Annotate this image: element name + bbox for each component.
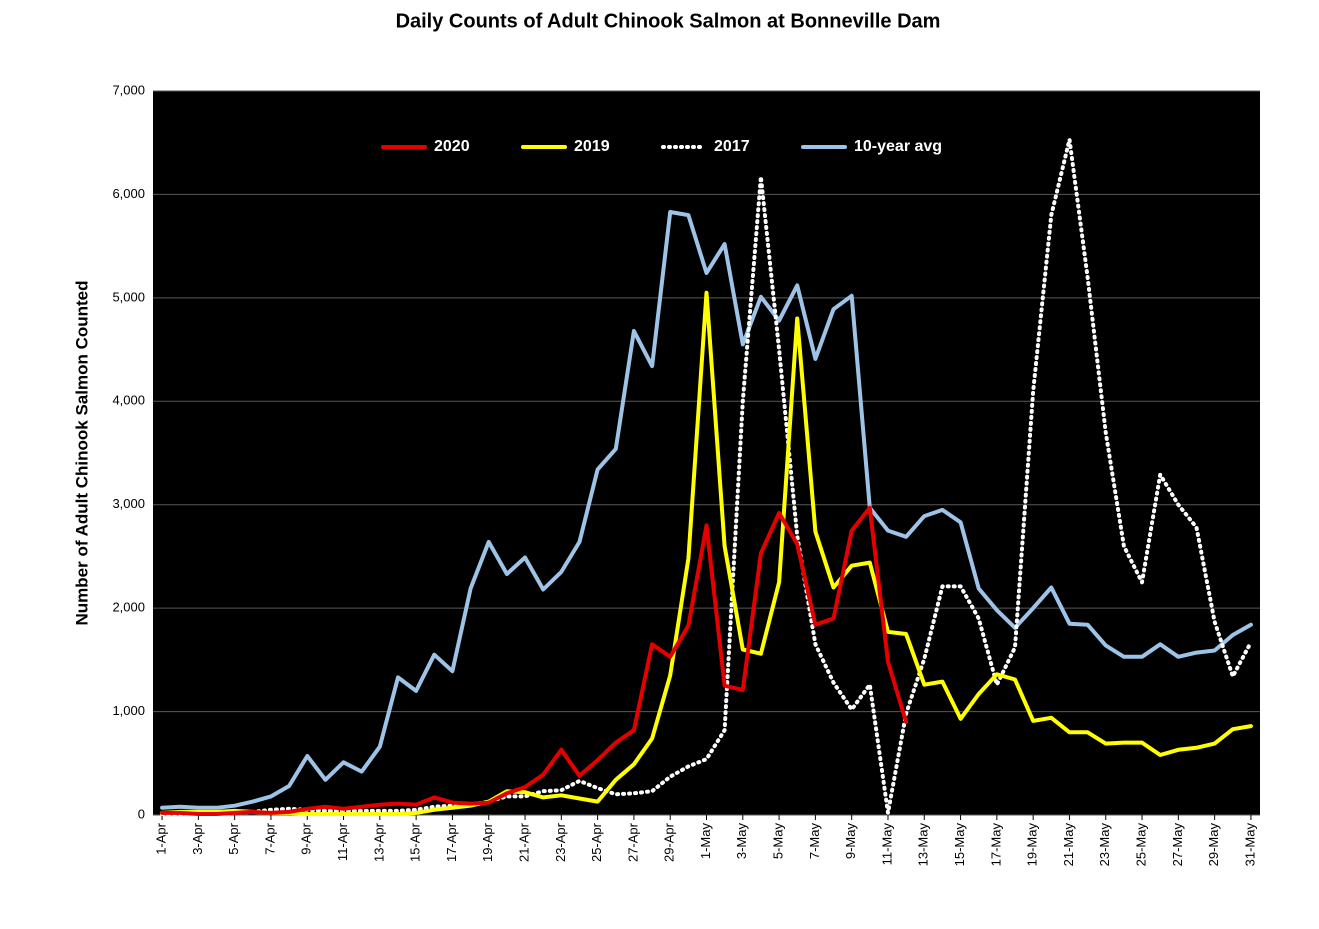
x-tick-label: 25-Apr xyxy=(589,822,604,862)
x-tick-label: 27-May xyxy=(1170,823,1185,867)
legend-label: 2017 xyxy=(714,138,750,155)
y-tick-label: 3,000 xyxy=(112,496,145,511)
x-tick-label: 19-Apr xyxy=(480,822,495,862)
x-tick-label: 17-Apr xyxy=(444,822,459,862)
series-line xyxy=(160,210,1253,810)
series-line xyxy=(160,137,1253,816)
y-tick-label: 7,000 xyxy=(112,82,145,97)
y-tick-label: 0 xyxy=(138,806,145,821)
y-tick-label: 6,000 xyxy=(112,186,145,201)
x-tick-label: 9-May xyxy=(843,823,858,860)
x-tick-label: 19-May xyxy=(1025,823,1040,867)
plot-area xyxy=(153,91,1260,815)
x-tick-label: 7-Apr xyxy=(262,822,277,854)
y-tick-label: 5,000 xyxy=(112,289,145,304)
x-tick-label: 31-May xyxy=(1242,823,1257,867)
x-tick-label: 29-Apr xyxy=(662,822,677,862)
x-tick-label: 9-Apr xyxy=(299,822,314,854)
series-line xyxy=(160,505,909,816)
x-tick-label: 21-Apr xyxy=(516,822,531,862)
x-tick-label: 15-May xyxy=(952,823,967,867)
legend-label: 10-year avg xyxy=(854,138,942,155)
x-tick-label: 15-Apr xyxy=(408,822,423,862)
y-axis-label: Number of Adult Chinook Salmon Counted xyxy=(72,280,91,625)
series-line xyxy=(160,290,1253,816)
x-tick-label: 13-May xyxy=(916,823,931,867)
x-tick-label: 3-May xyxy=(734,823,749,860)
x-tick-label: 3-Apr xyxy=(190,822,205,854)
x-tick-label: 7-May xyxy=(807,823,822,860)
x-tick-label: 11-Apr xyxy=(335,822,350,861)
x-tick-label: 5-Apr xyxy=(226,822,241,854)
x-tick-label: 23-May xyxy=(1097,823,1112,867)
y-tick-label: 1,000 xyxy=(112,703,145,718)
x-tick-label: 1-May xyxy=(698,823,713,860)
x-tick-label: 21-May xyxy=(1061,823,1076,867)
x-tick-label: 13-Apr xyxy=(371,822,386,862)
legend-label: 2019 xyxy=(574,138,610,155)
x-tick-label: 11-May xyxy=(879,823,894,866)
x-tick-label: 5-May xyxy=(771,823,786,860)
x-tick-label: 27-Apr xyxy=(625,822,640,862)
x-tick-label: 25-May xyxy=(1133,823,1148,867)
y-tick-label: 4,000 xyxy=(112,393,145,408)
x-tick-label: 23-Apr xyxy=(553,822,568,862)
chart-title: Daily Counts of Adult Chinook Salmon at … xyxy=(396,10,941,32)
y-tick-label: 2,000 xyxy=(112,600,145,615)
x-tick-label: 29-May xyxy=(1206,823,1221,867)
x-tick-label: 1-Apr xyxy=(154,822,169,854)
x-tick-label: 17-May xyxy=(988,823,1003,867)
legend-label: 2020 xyxy=(434,138,470,155)
